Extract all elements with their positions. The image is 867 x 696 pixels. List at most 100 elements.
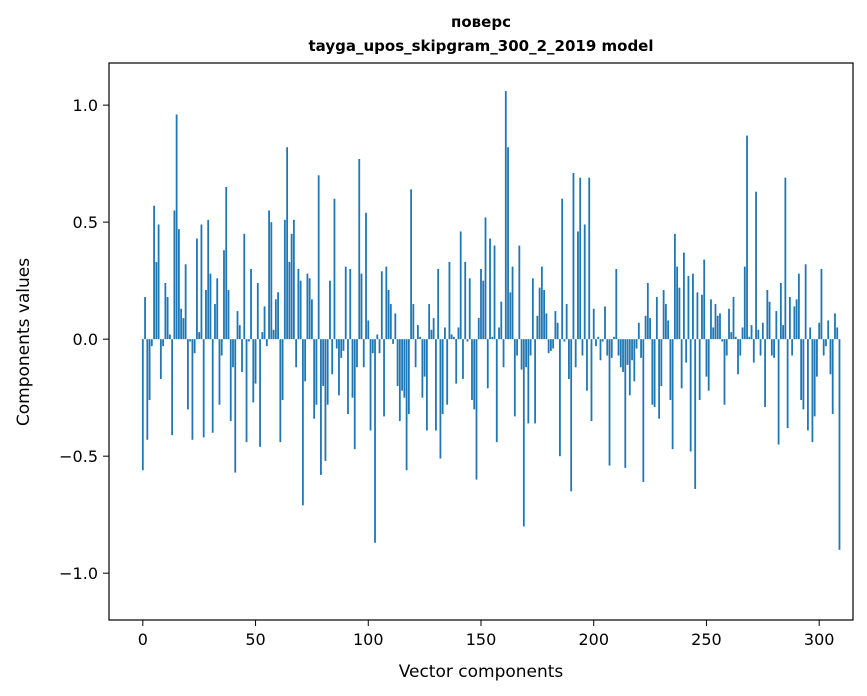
bar (272, 329, 275, 340)
bar (710, 299, 712, 340)
bar (396, 339, 399, 386)
bar (613, 336, 615, 340)
bar (232, 339, 234, 368)
bar (538, 287, 541, 340)
bar (311, 299, 313, 340)
bar (304, 339, 307, 382)
bar (486, 339, 489, 389)
bar (507, 147, 509, 340)
bar (464, 261, 467, 340)
bar (504, 91, 507, 340)
bar (838, 339, 841, 550)
bar (150, 339, 153, 347)
bar (159, 339, 162, 379)
bar (590, 339, 593, 422)
bar (572, 173, 575, 340)
bar (692, 273, 694, 340)
x-tick-label: 250 (691, 630, 722, 649)
bar (653, 339, 656, 408)
bar (473, 339, 476, 410)
bar (759, 339, 762, 356)
bar (227, 290, 230, 340)
bar (299, 280, 302, 340)
bar (446, 339, 449, 405)
bar (581, 339, 584, 356)
bar (489, 238, 491, 340)
bar (292, 219, 295, 340)
bar (234, 339, 237, 473)
bar (737, 339, 739, 375)
bar (365, 212, 367, 340)
bar (211, 339, 214, 433)
bar (800, 339, 803, 401)
bar (243, 233, 246, 340)
bar (547, 339, 550, 354)
bar (207, 219, 210, 340)
bar (430, 329, 433, 340)
bar (752, 339, 755, 363)
bar (502, 339, 505, 368)
bar (748, 336, 751, 340)
plot-frame (108, 62, 854, 621)
bar (608, 339, 611, 466)
bar (822, 339, 825, 356)
bar (283, 219, 286, 340)
bar (743, 266, 746, 340)
bar (414, 339, 417, 368)
bar (779, 282, 782, 340)
bar (599, 339, 602, 361)
bar (484, 217, 487, 340)
bar (358, 158, 361, 340)
bar (570, 339, 573, 492)
bar (577, 231, 579, 340)
bars-group (141, 91, 841, 550)
bar (662, 290, 665, 340)
x-tick-label: 200 (578, 630, 609, 649)
bar (290, 233, 293, 340)
bar (646, 282, 649, 340)
bar (626, 339, 629, 365)
bar (703, 259, 706, 340)
bar (173, 210, 176, 340)
bar (338, 339, 340, 396)
y-tick-label: −1.0 (59, 564, 98, 583)
bar (655, 297, 658, 340)
bar (428, 304, 431, 340)
bar (261, 332, 264, 340)
bar (723, 339, 726, 405)
bar (671, 339, 674, 450)
bar (263, 306, 266, 340)
bar (730, 332, 733, 340)
bar (444, 327, 446, 340)
bar (459, 231, 462, 340)
bar (628, 339, 631, 396)
bar (545, 313, 548, 340)
bar (811, 339, 814, 443)
bar (687, 275, 690, 340)
bar (660, 339, 663, 386)
bar (705, 339, 708, 377)
bar (218, 339, 221, 405)
bar (184, 264, 187, 340)
bar (394, 313, 397, 340)
bar (825, 339, 827, 347)
bar (288, 261, 291, 340)
x-tick-label: 0 (138, 630, 148, 649)
bar (782, 325, 785, 340)
bar (707, 339, 710, 391)
bar (689, 339, 692, 452)
bar (579, 177, 582, 340)
bar (827, 320, 830, 340)
x-tick-label: 100 (353, 630, 384, 649)
bar (196, 238, 198, 340)
bar (755, 191, 757, 340)
bar (513, 339, 516, 417)
bar (157, 224, 160, 340)
bar (155, 261, 158, 340)
bar (376, 334, 379, 340)
bar (721, 339, 724, 342)
bar (342, 339, 345, 351)
bar (741, 327, 744, 340)
bar (329, 280, 331, 340)
bar (371, 339, 374, 354)
